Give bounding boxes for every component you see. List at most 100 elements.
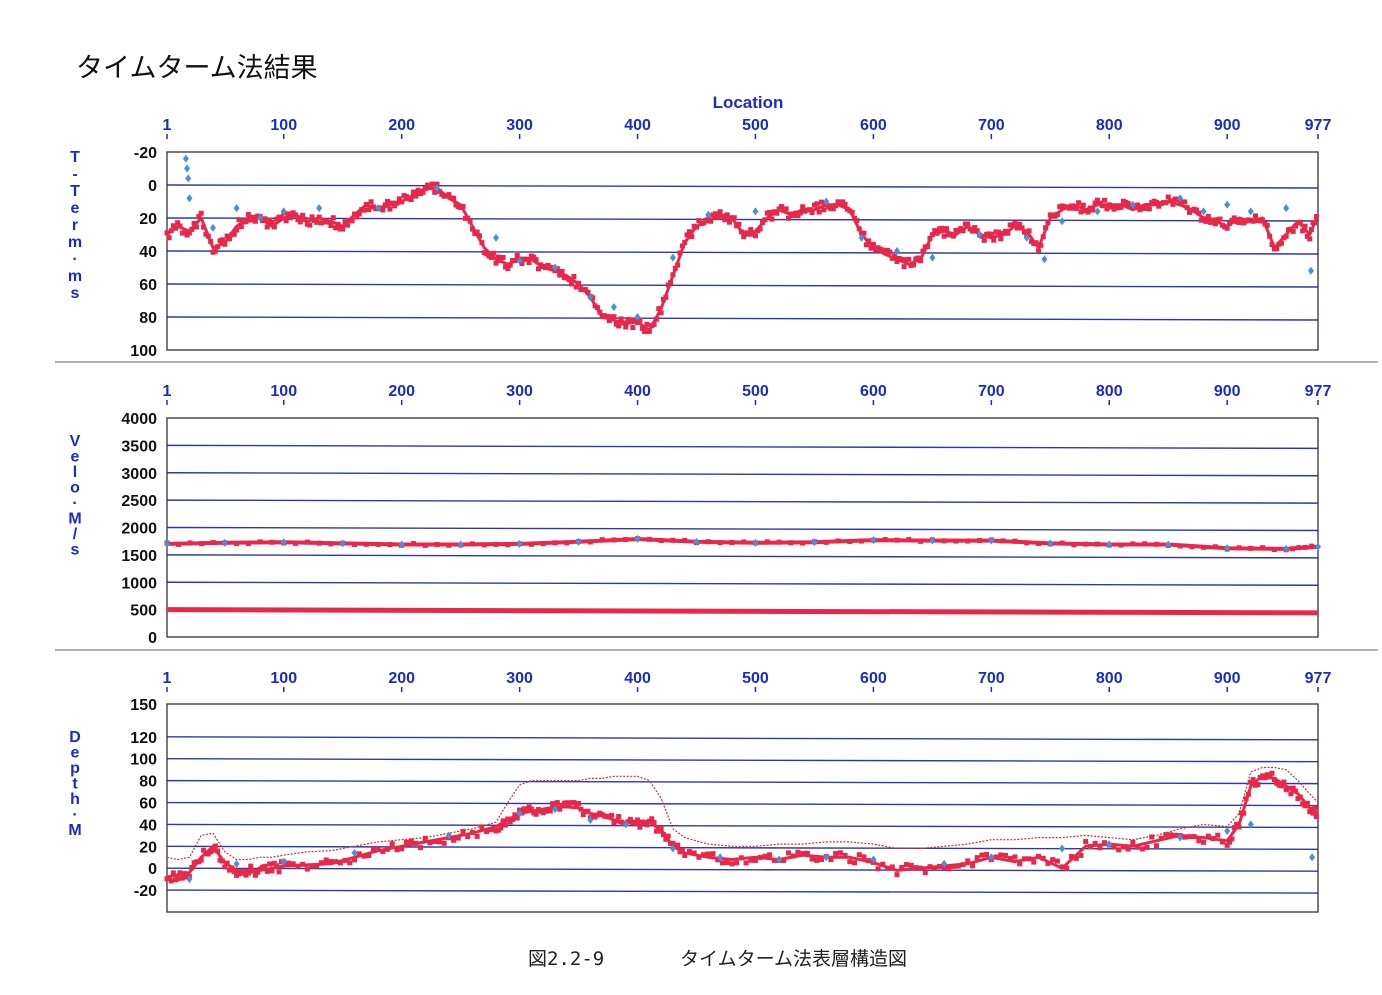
data-point: [675, 842, 681, 848]
data-point: [627, 317, 633, 323]
data-point: [783, 206, 789, 212]
data-point: [1177, 833, 1184, 842]
data-point: [434, 184, 441, 193]
data-point: [694, 224, 700, 230]
data-point: [380, 207, 386, 213]
data-point: [847, 859, 853, 865]
y-tick-label: -20: [134, 145, 157, 162]
data-point: [380, 848, 386, 854]
data-point: [894, 872, 900, 878]
x-tick-label: 400: [624, 670, 651, 687]
data-point: [231, 869, 237, 875]
data-point: [215, 244, 221, 250]
data-point: [922, 870, 928, 876]
data-point: [929, 536, 936, 545]
data-point: [847, 538, 853, 544]
data-point: [771, 857, 777, 863]
data-point: [717, 209, 723, 215]
data-point: [672, 265, 678, 271]
data-point: [1313, 214, 1319, 220]
x-tick-label: 200: [388, 670, 415, 687]
data-point: [339, 539, 346, 548]
data-point: [969, 228, 975, 234]
data-point: [361, 207, 367, 213]
data-point: [861, 230, 867, 236]
data-point: [363, 541, 369, 547]
data-point: [212, 248, 218, 254]
data-point: [965, 858, 971, 864]
x-tick-label: 977: [1305, 117, 1332, 134]
data-point: [729, 539, 735, 545]
series-line: [166, 607, 1319, 616]
y-tick-label: 0: [148, 178, 157, 195]
data-point: [205, 233, 211, 239]
data-point: [1118, 204, 1124, 210]
data-point: [635, 817, 641, 823]
data-point: [573, 284, 579, 290]
data-point: [1132, 205, 1138, 211]
data-point: [1278, 240, 1284, 246]
y-tick-label: 100: [130, 752, 157, 769]
data-point: [610, 303, 617, 312]
data-point: [243, 219, 249, 225]
data-point: [186, 194, 193, 203]
data-point: [1293, 223, 1299, 229]
data-point: [1012, 538, 1018, 544]
data-point: [510, 816, 516, 822]
data-point: [955, 863, 961, 869]
data-point: [519, 260, 525, 266]
data-point: [932, 228, 938, 234]
data-point: [1076, 200, 1082, 206]
y-axis-label-char: -: [72, 166, 77, 183]
data-point: [1186, 834, 1192, 840]
gridline: [166, 526, 1319, 532]
data-point: [903, 862, 909, 868]
data-point: [300, 212, 306, 218]
data-point: [1026, 856, 1032, 862]
data-point: [863, 242, 869, 248]
data-point: [227, 236, 233, 242]
data-point: [1205, 833, 1211, 839]
data-point: [1017, 861, 1023, 867]
data-point: [1212, 221, 1218, 227]
y-axis-label-char: T: [70, 183, 80, 200]
data-point: [236, 217, 242, 223]
data-point: [622, 820, 629, 829]
data-point: [1059, 864, 1065, 870]
data-point: [233, 204, 240, 213]
data-point: [231, 231, 237, 237]
data-point: [899, 256, 905, 262]
data-point: [186, 230, 192, 236]
x-tick-label: 600: [860, 117, 887, 134]
data-point: [646, 536, 652, 542]
data-point: [408, 197, 414, 203]
data-point: [669, 253, 676, 262]
data-point: [394, 200, 400, 206]
y-axis-label-char: ·: [72, 251, 77, 268]
data-point: [285, 211, 291, 217]
data-point: [1163, 200, 1169, 206]
data-point: [465, 215, 471, 221]
data-point: [646, 328, 652, 334]
data-point: [828, 857, 834, 863]
data-point: [918, 258, 924, 264]
data-point: [981, 237, 987, 243]
data-point: [1269, 242, 1275, 248]
data-point: [434, 541, 440, 547]
data-point: [526, 260, 532, 266]
data-point: [951, 863, 957, 869]
data-point: [604, 314, 610, 320]
data-point: [1054, 212, 1060, 218]
data-point: [944, 226, 950, 232]
x-tick-label: 300: [506, 670, 533, 687]
data-point: [804, 850, 810, 856]
data-point: [554, 266, 560, 272]
data-point: [1165, 540, 1172, 549]
data-point: [870, 855, 877, 864]
data-point: [915, 255, 921, 261]
data-point: [219, 237, 225, 243]
data-point: [757, 226, 763, 232]
data-point: [809, 856, 815, 862]
data-point: [347, 860, 353, 866]
data-point: [670, 272, 676, 278]
